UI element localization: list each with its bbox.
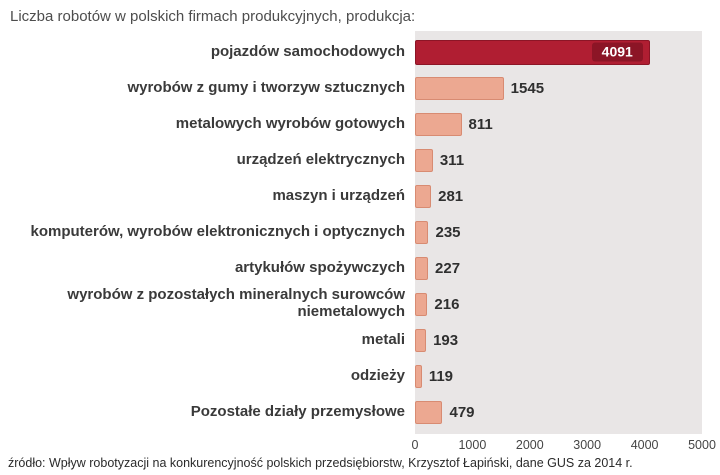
value-label: 235 [435,223,461,241]
bar-track: 119 [415,358,702,394]
bar-row: artykułów spożywczych 227 [0,250,702,286]
bar [415,76,504,100]
bar-track: 4091 [415,34,702,70]
value-label: 216 [434,295,460,313]
bar-row: Pozostałe działy przemysłowe 479 [0,394,702,430]
chart-title: Liczba robotów w polskich firmach produk… [10,8,416,25]
category-label: artykułów spożywczych [234,258,405,276]
bar-track: 281 [415,178,702,214]
x-axis-tick: 3000 [573,438,602,452]
bar-row: maszyn i urządzeń 281 [0,178,702,214]
bar-row: odzieży 119 [0,358,702,394]
value-label: 193 [433,331,459,349]
category-label: komputerów, wyrobów elektronicznych i op… [30,222,405,240]
category-label: Pozostałe działy przemysłowe [190,402,405,420]
bar [415,256,429,280]
bar-row: pojazdów samochodowych 4091 [0,34,702,70]
bar-track: 235 [415,214,702,250]
value-label: 811 [468,115,493,133]
source-note: źródło: Wpływ robotyzacji na konkurencyj… [8,456,633,470]
bar-track: 216 [415,286,702,322]
value-label: 311 [439,151,465,169]
bar-track: 1545 [415,70,702,106]
bar-track: 311 [415,142,702,178]
bar [415,328,427,352]
x-axis: 0 1000 2000 3000 4000 5000 [411,434,716,454]
bar [415,364,422,388]
bar-row: komputerów, wyrobów elektronicznych i op… [0,214,702,250]
x-axis-tick: 4000 [630,438,659,452]
value-label: 1545 [510,79,545,97]
bar-track: 811 [415,106,702,142]
category-label: wyrobów z pozostałych mineralnych surowc… [67,286,405,320]
category-label: pojazdów samochodowych [210,42,405,60]
bar-track: 479 [415,394,702,430]
value-label: 119 [428,367,454,385]
plot-area: pojazdów samochodowych 4091 wyrobów z gu… [0,31,702,434]
bar [415,220,429,244]
bar-track: 227 [415,250,702,286]
bar-row: urządzeń elektrycznych 311 [0,142,702,178]
category-label: wyrobów z gumy i tworzyw sztucznych [127,78,405,96]
category-label: metalowych wyrobów gotowych [175,114,405,132]
value-label: 479 [449,403,475,421]
bar [415,112,462,136]
x-axis-tick: 0 [411,438,419,452]
x-axis-tick: 5000 [688,438,716,452]
bar-row: metalowych wyrobów gotowych 811 [0,106,702,142]
bar [415,292,428,316]
value-label: 281 [438,187,464,205]
category-label: odzieży [350,366,405,384]
category-label: urządzeń elektrycznych [236,150,405,168]
value-label: 4091 [591,42,643,62]
bar [415,400,443,424]
bar [415,148,433,172]
bar-row: metali 193 [0,322,702,358]
x-axis-tick: 1000 [458,438,487,452]
category-label: metali [361,330,405,348]
category-label: maszyn i urządzeń [272,186,405,204]
bar-row: wyrobów z gumy i tworzyw sztucznych 1545 [0,70,702,106]
x-axis-tick: 2000 [515,438,544,452]
bar-row: wyrobów z pozostałych mineralnych surowc… [0,286,702,322]
bar: 4091 [415,39,650,65]
bar-track: 193 [415,322,702,358]
bar [415,184,432,208]
value-label: 227 [435,259,461,277]
